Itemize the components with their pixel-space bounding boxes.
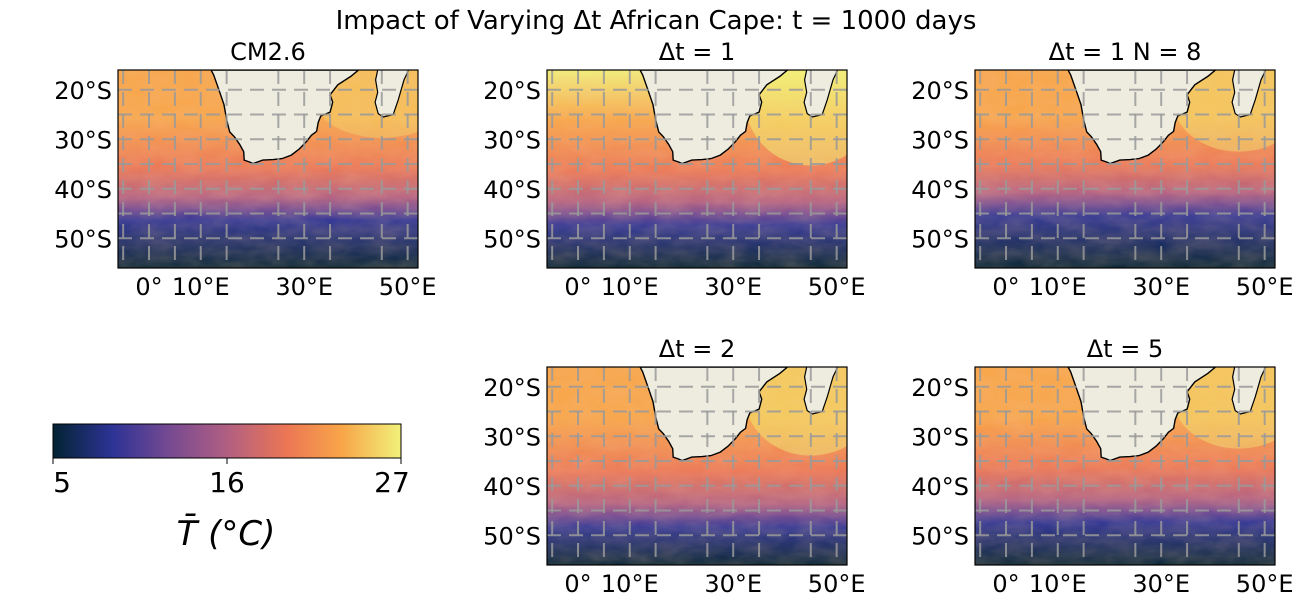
y-tick-label: 30°S [911,126,969,154]
y-tick-label: 20°S [911,374,969,402]
x-tick-label: 0° [992,570,1019,598]
colorbar-tick-label: 27 [374,466,410,499]
y-tick-label: 20°S [483,77,541,105]
x-tick-label: 30°E [704,570,762,598]
africa-landmass [1067,70,1217,165]
x-tick-label: 0° [992,273,1019,301]
y-tick-label: 50°S [911,225,969,253]
x-tick-label: 50°E [1236,273,1294,301]
x-tick-label: 50°E [379,273,437,301]
y-tick-label: 30°S [54,126,112,154]
y-tick-label: 20°S [911,77,969,105]
x-tick-label: 10°E [172,273,230,301]
africa-landmass [1067,367,1217,462]
map-panel: Δt = 1 20°S 30°S 40°S 50°S 0° 10°E 30°E 50°E [483,38,866,301]
x-tick-label: 30°E [1132,273,1190,301]
map-frame [546,366,848,566]
x-tick-label: 50°E [1236,570,1294,598]
africa-landmass [639,70,789,165]
y-tick-label: 20°S [483,374,541,402]
panel-title: Δt = 1 N = 8 [1049,38,1202,66]
y-tick-label: 20°S [54,77,112,105]
y-tick-label: 40°S [54,176,112,204]
y-tick-label: 40°S [483,176,541,204]
panel-title: CM2.6 [230,38,306,66]
panel-title: Δt = 1 [659,38,735,66]
x-tick-label: 10°E [1029,570,1087,598]
madagascar-landmass [803,367,839,415]
map-panel: CM2.6 20°S 30°S 40°S 50°S 0° 10°E 30°E 50°E [54,38,437,301]
colorbar: 5 16 27 T̄ (°C) [52,423,410,554]
figure-title: Impact of Varying Δt African Cape: t = 1… [336,6,977,36]
panel-title: Δt = 2 [659,335,735,363]
colorbar-tick-label: 5 [53,466,71,499]
y-tick-label: 40°S [483,473,541,501]
x-tick-label: 50°E [808,273,866,301]
y-tick-label: 50°S [483,522,541,550]
x-tick-label: 0° [564,570,591,598]
y-tick-label: 50°S [483,225,541,253]
madagascar-landmass [1231,367,1267,415]
x-tick-label: 0° [564,273,591,301]
map-panel: Δt = 5 20°S 30°S 40°S 50°S 0° 10°E 30°E 50°E [911,335,1294,598]
madagascar-landmass [803,70,839,118]
map-frame [546,69,848,269]
y-tick-label: 50°S [54,225,112,253]
map-panel: Δt = 1 N = 8 20°S 30°S 40°S 50°S 0° 10°E 30°E 50… [911,38,1294,301]
madagascar-landmass [374,70,410,118]
x-tick-label: 10°E [1029,273,1087,301]
map-frame [974,69,1276,269]
x-tick-label: 30°E [704,273,762,301]
x-tick-label: 50°E [808,570,866,598]
y-tick-label: 40°S [911,176,969,204]
y-tick-label: 40°S [911,473,969,501]
x-tick-label: 30°E [275,273,333,301]
x-tick-label: 10°E [601,570,659,598]
africa-landmass [210,70,360,165]
y-tick-label: 50°S [911,522,969,550]
x-tick-label: 0° [135,273,162,301]
colorbar-gradient [52,423,402,459]
map-frame [117,69,419,269]
panel-title: Δt = 5 [1087,335,1163,363]
x-tick-label: 10°E [601,273,659,301]
madagascar-landmass [1231,70,1267,118]
colorbar-tick-label: 16 [209,466,245,499]
africa-landmass [639,367,789,462]
y-tick-label: 30°S [911,423,969,451]
x-tick-label: 30°E [1132,570,1190,598]
map-frame [974,366,1276,566]
map-panel: Δt = 2 20°S 30°S 40°S 50°S 0° 10°E 30°E 50°E [483,335,866,598]
y-tick-label: 30°S [483,126,541,154]
y-tick-label: 30°S [483,423,541,451]
colorbar-label: T̄ (°C) [177,513,276,554]
